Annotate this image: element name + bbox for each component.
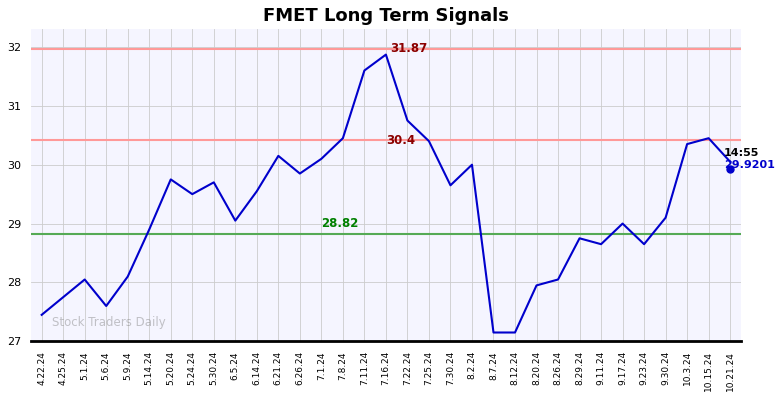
- Text: Stock Traders Daily: Stock Traders Daily: [53, 316, 166, 329]
- Text: 28.82: 28.82: [321, 217, 359, 230]
- Text: 14:55: 14:55: [724, 148, 759, 158]
- Text: 31.87: 31.87: [390, 42, 427, 55]
- Text: 30.4: 30.4: [386, 134, 415, 147]
- Title: FMET Long Term Signals: FMET Long Term Signals: [263, 7, 509, 25]
- Text: 29.9201: 29.9201: [724, 160, 775, 170]
- Point: [724, 166, 736, 173]
